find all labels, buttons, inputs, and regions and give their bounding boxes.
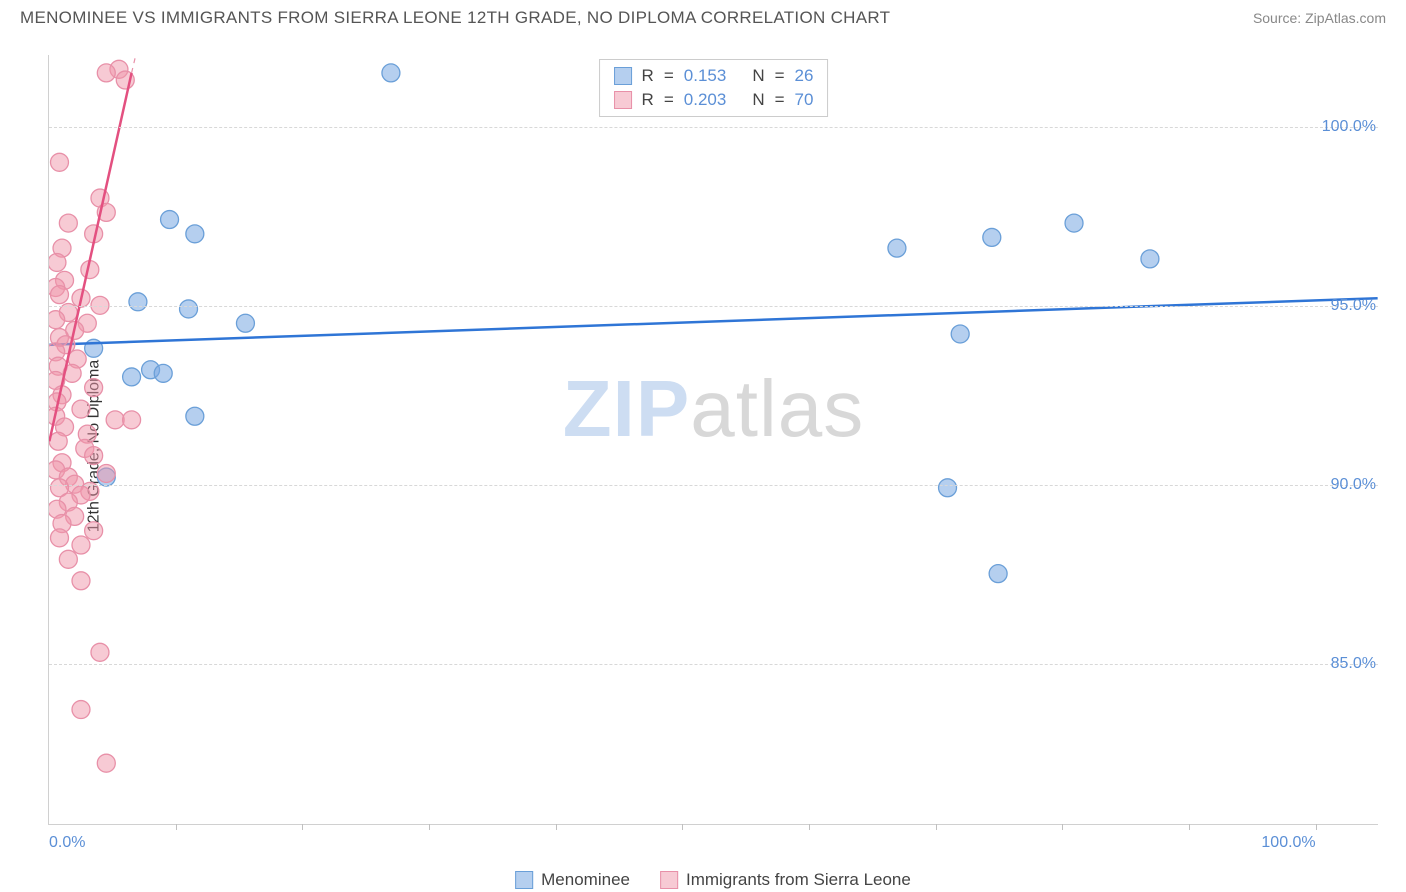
legend-n-value: 26 (795, 66, 814, 86)
data-point (50, 286, 68, 304)
y-tick-label: 95.0% (1331, 297, 1380, 315)
x-tick-mark (1189, 824, 1190, 830)
data-point (97, 464, 115, 482)
data-point (106, 411, 124, 429)
x-tick-mark (682, 824, 683, 830)
data-point (49, 311, 65, 329)
source-caption: Source: ZipAtlas.com (1253, 10, 1386, 26)
data-point (186, 407, 204, 425)
x-tick-mark (936, 824, 937, 830)
data-point (983, 228, 1001, 246)
gridline (49, 664, 1378, 665)
data-point (123, 368, 141, 386)
legend-eq: = (664, 90, 674, 110)
legend-stats-row-2: R = 0.203 N = 70 (600, 88, 828, 112)
data-point (129, 293, 147, 311)
data-point (50, 153, 68, 171)
legend-swatch-blue (614, 67, 632, 85)
x-tick-mark (1316, 824, 1317, 830)
data-point (123, 411, 141, 429)
data-point (989, 565, 1007, 583)
legend-n-label: N (752, 66, 764, 86)
data-point (939, 479, 957, 497)
data-point (72, 400, 90, 418)
data-point (72, 536, 90, 554)
data-point (236, 314, 254, 332)
legend-r-value: 0.203 (684, 90, 727, 110)
legend-swatch-pink (614, 91, 632, 109)
data-point (1065, 214, 1083, 232)
data-point (85, 447, 103, 465)
legend-swatch-blue (515, 871, 533, 889)
legend-eq: = (664, 66, 674, 86)
legend-n-value: 70 (795, 90, 814, 110)
data-point (180, 300, 198, 318)
legend-r-value: 0.153 (684, 66, 727, 86)
data-point (97, 64, 115, 82)
x-tick-mark (302, 824, 303, 830)
data-point (59, 214, 77, 232)
legend-r-label: R (642, 66, 654, 86)
plot-svg (49, 55, 1378, 824)
legend-stats-row-1: R = 0.153 N = 26 (600, 64, 828, 88)
data-point (97, 754, 115, 772)
chart-title: MENOMINEE VS IMMIGRANTS FROM SIERRA LEON… (20, 8, 890, 28)
legend-eq: = (775, 90, 785, 110)
x-tick-mark (429, 824, 430, 830)
legend-eq: = (775, 66, 785, 86)
data-point (1141, 250, 1159, 268)
gridline (49, 127, 1378, 128)
gridline (49, 306, 1378, 307)
legend-n-label: N (752, 90, 764, 110)
data-point (154, 364, 172, 382)
data-point (888, 239, 906, 257)
data-point (59, 550, 77, 568)
legend-series-panel: Menominee Immigrants from Sierra Leone (515, 870, 911, 890)
data-point (161, 211, 179, 229)
data-point (50, 529, 68, 547)
data-point (72, 701, 90, 719)
data-point (186, 225, 204, 243)
y-tick-label: 90.0% (1331, 476, 1380, 494)
x-tick-mark (556, 824, 557, 830)
y-tick-label: 85.0% (1331, 655, 1380, 673)
x-tick-mark (176, 824, 177, 830)
legend-item-sierra-leone: Immigrants from Sierra Leone (660, 870, 911, 890)
legend-label: Menominee (541, 870, 630, 890)
y-tick-label: 100.0% (1322, 118, 1380, 136)
data-point (49, 253, 66, 271)
data-point (72, 572, 90, 590)
data-point (85, 379, 103, 397)
legend-item-menominee: Menominee (515, 870, 630, 890)
data-point (91, 643, 109, 661)
data-point (951, 325, 969, 343)
chart-plot-area: ZIPatlas R = 0.153 N = 26 R = 0.203 N = … (48, 55, 1378, 825)
x-tick-mark (1062, 824, 1063, 830)
data-point (382, 64, 400, 82)
trend-line (132, 55, 136, 73)
legend-r-label: R (642, 90, 654, 110)
gridline (49, 485, 1378, 486)
legend-swatch-pink (660, 871, 678, 889)
legend-label: Immigrants from Sierra Leone (686, 870, 911, 890)
legend-stats-panel: R = 0.153 N = 26 R = 0.203 N = 70 (599, 59, 829, 117)
data-point (85, 522, 103, 540)
x-tick-mark (809, 824, 810, 830)
